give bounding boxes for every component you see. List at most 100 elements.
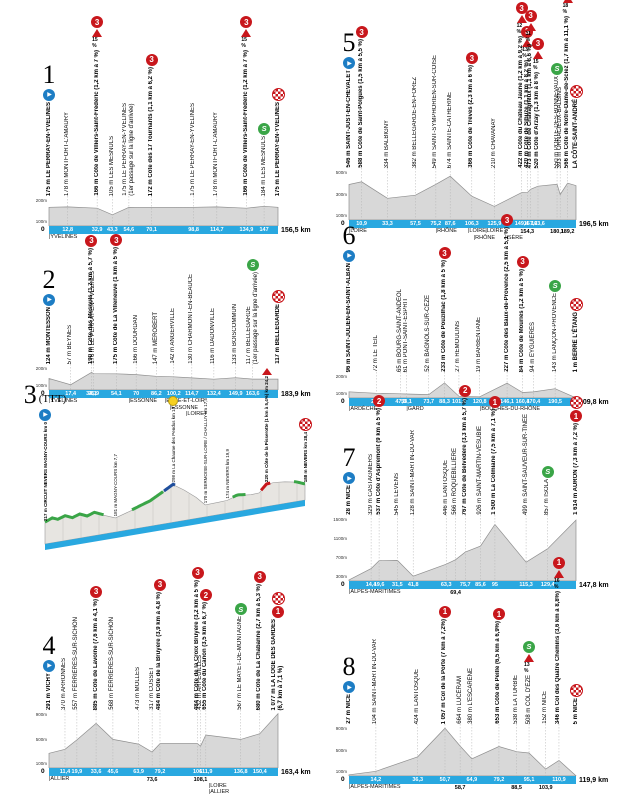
km-tick: 73,6	[146, 776, 158, 783]
point-label-line: 61 m PONT-SAINT-ESPRIT	[402, 297, 409, 372]
point-label-line: 72 m LE TEIL	[372, 335, 379, 372]
stage-number: 8	[343, 654, 356, 680]
km-tick: 103,9	[538, 784, 553, 791]
point-label: 568 m FERRIÈRES-SUR-SICHON	[109, 617, 116, 710]
km-tick: 160,4	[515, 399, 530, 405]
department-label: |ESSONNE	[169, 404, 199, 411]
stage-7-profile: 0 14,4 19,6 31,5 41,8 63,3 69,4 75,7 85,6 95 115,3…	[333, 384, 618, 598]
km-tick: 129,4	[540, 582, 555, 588]
profile-point: 557 m FERRIÈRES-SUR-SICHON	[72, 577, 82, 710]
point-label: 520 m Côte d'Arzay (1,3 km à 8 %)	[534, 72, 541, 168]
point-label: 61 m PONT-SAINT-ESPRIT	[403, 298, 410, 372]
point-label: 484 m Côte de la Bruyère (3,9 km à 4,8 %…	[156, 592, 163, 710]
point-label: 190 m Côte des Mesnuls (1,2 km à 5,7 %)	[88, 248, 95, 364]
elevation-profile-area	[48, 196, 279, 226]
total-distance: 183,9 km	[281, 390, 311, 398]
department-label: |ARDÈCHE	[349, 406, 378, 412]
elevation-axis-label: 300m	[335, 574, 347, 579]
steep-gradient-triangle-icon	[92, 29, 103, 38]
km-tick: 115,3	[519, 582, 533, 588]
point-label: 178 m MONTFORT-L'AMAURY	[213, 112, 220, 196]
elevation-axis-label: 100m	[35, 219, 47, 224]
point-label-line: 147 m MÉROBERT	[152, 311, 159, 364]
profile-point: 1 m BERRE L'ÉTANG	[569, 248, 583, 372]
point-label-line: 473 m MOLLES	[135, 667, 142, 710]
point-label-line: 588 m Côte de Saint-Polgues (1,5 km à 5,…	[358, 39, 365, 168]
point-label-line: 27 m NICE	[345, 694, 352, 724]
distance-bar	[49, 390, 278, 398]
km-tick: 154,3	[520, 228, 535, 235]
finish-icon	[271, 290, 285, 304]
category-1-badge: 1	[492, 608, 505, 621]
km-tick: 170,4	[526, 399, 541, 405]
point-label-line: 382 m BELLEGARDE-EN-FOREZ	[411, 76, 418, 168]
profile-point: 210 m CHAVANAY	[489, 3, 499, 168]
km-tick: 31,5	[392, 582, 403, 588]
sprint-icon: S	[523, 640, 536, 653]
point-label-line: 184 m LES MESNULS	[260, 135, 267, 196]
profile-point: 175 m LE PERRAY-EN-YVELINES	[189, 3, 199, 196]
category-3-badge: 3	[531, 37, 544, 50]
point-label: 588 m Côte de Saint-Polgues (1,5 km à 5,…	[358, 39, 365, 168]
profile-point: 6 ▶ 96 m SAINT-JULIEN-EN-SAINT-ALBAN	[343, 222, 356, 372]
profile-point: 1 16 % 346 m Col des Quatre Chemins (3,6 k…	[552, 556, 565, 724]
department-label: |YVELINES	[49, 398, 78, 404]
km-tick: 11,4	[59, 769, 71, 775]
point-label-line: 84 m Côte de Mouriès (1,2 km à 5 %)	[519, 268, 526, 372]
profile-point: 446 m LANTOSQUE	[441, 415, 451, 515]
point-label-line: 65 m BOURG-SAINT-ANDÉOL	[397, 288, 404, 372]
profile-point: 175 m LE PERRAY-EN-YVELINES (1er passage …	[121, 3, 137, 196]
distance-bar	[49, 768, 278, 776]
profile-point: 549 m SAINT-SYMPHORIEN-SUR-COISE	[431, 3, 441, 168]
profile-point: 2 537 m Côte d'Aspremont (9 km à 5 %)	[373, 395, 386, 515]
point-label: 420 m Côte de Sibuze (1,1 km à 8,2 %)	[524, 60, 531, 168]
profile-point: 3 172 m Côte des 17 Tournants (1,1 km à 6…	[145, 3, 158, 196]
steep-gradient-value: 15 %	[241, 37, 247, 50]
steep-gradient-value: 11 %	[525, 30, 531, 43]
category-3-badge: 3	[90, 585, 103, 598]
km-tick: 35,9	[88, 391, 100, 397]
km-tick: 149,4	[514, 221, 529, 227]
profile-point: 3 12 % 422 m Côte du Château Jaune (1,2 km…	[515, 2, 528, 168]
km-tick: 58,7	[454, 784, 466, 791]
profile-point: S 184 m LES MESNULS	[258, 3, 271, 196]
point-label-line: 227 m Côte des Baux-de-Provence (2,5 km …	[503, 227, 510, 372]
point-label-line: 393 m ORNACIEUX-BALBINS	[556, 86, 563, 168]
profile-point: 19 m BARBENTANE	[475, 248, 485, 372]
category-3-badge: 3	[465, 52, 478, 65]
km-tick: 70,1	[146, 227, 157, 233]
point-label: 432 m ARFEUILLES	[197, 655, 204, 710]
km-tick: 125,9	[487, 221, 502, 227]
department-label: |LOIRE	[349, 228, 367, 234]
point-label-line: 484 m Côte de la Croix Bruyère (3,2 km à…	[194, 579, 201, 710]
elevation-axis-label: 500m	[335, 170, 347, 175]
km-tick: 134,9	[239, 227, 254, 233]
profile-point: S 550 m PORTE-DES-BONNEVAUX	[551, 3, 564, 168]
point-label: 233 m Côte de Pouzilhac (1,8 km à 5 %)	[441, 260, 448, 372]
point-label: 484 m Côte de la Croix Bruyère (3,2 km à…	[194, 580, 201, 710]
km-tick: 50,7	[439, 777, 451, 783]
km-tick: 63,3	[440, 582, 452, 588]
km-tick: 108,1	[193, 776, 208, 783]
point-label: 117 m BELLEGARDE (1er passage sur la lign…	[246, 272, 260, 364]
department-label: |ALLIER	[49, 776, 70, 782]
profile-point: S 857 m ISOLA	[541, 415, 554, 515]
profile-point: 105 m LES MESNULS	[107, 3, 117, 196]
profile-point: 664 m LUCÉRAM	[455, 607, 465, 724]
km-tick: 100,2	[166, 391, 181, 397]
point-label: 1 057 m Col de la Porte (7 km à 7,2%)	[441, 619, 448, 724]
distance-bar	[349, 398, 576, 406]
point-label: 27 m REMOULINS	[455, 321, 462, 372]
stage-number: 1	[43, 61, 56, 87]
steep-gradient-triangle-icon	[562, 0, 573, 3]
sprint-icon: S	[541, 465, 554, 478]
distance-bar	[349, 581, 576, 589]
profile-point: 3 15 % 520 m Côte d'Arzay (1,3 km à 8 %)	[531, 3, 544, 168]
profile-point: 142 m ANGERVILLE	[169, 246, 179, 364]
point-label: 926 m SAINT-MARTIN-VÉSUBIE	[477, 426, 484, 515]
sprint-icon: S	[551, 62, 564, 75]
point-label-line: 28 m NICE	[345, 485, 352, 515]
sprint-icon: S	[258, 122, 271, 135]
point-label-line: 370 m ARRONNES	[61, 657, 68, 710]
